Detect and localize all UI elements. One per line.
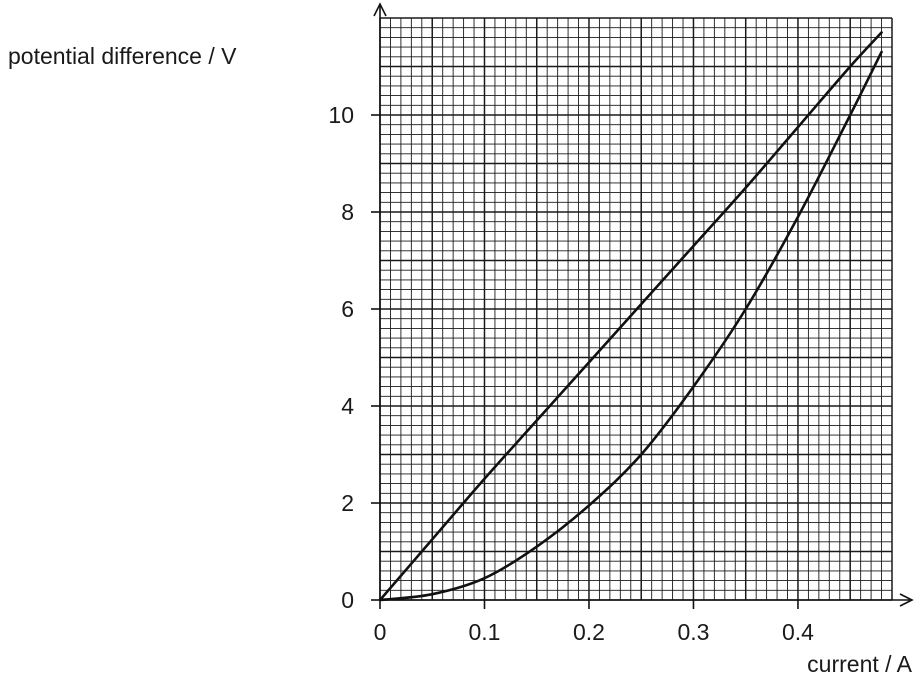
series-lines bbox=[378, 31, 883, 602]
axes bbox=[371, 2, 914, 609]
series-line-straight bbox=[378, 31, 883, 602]
series-line-curved bbox=[378, 50, 883, 602]
x-axis-title: current / A bbox=[807, 651, 912, 677]
y-tick-label: 0 bbox=[341, 587, 354, 613]
grid bbox=[379, 17, 893, 601]
x-tick-label: 0.4 bbox=[782, 619, 814, 645]
y-axis-title: potential difference / V bbox=[8, 43, 237, 69]
x-tick-label: 0 bbox=[374, 619, 387, 645]
y-tick-label: 10 bbox=[328, 102, 354, 128]
x-tick-label: 0.3 bbox=[677, 619, 709, 645]
x-axis-arrow bbox=[899, 593, 914, 607]
y-tick-label: 8 bbox=[341, 199, 354, 225]
tick-labels: 0 2 4 6 8 10 0 0.1 0.2 0.3 0.4 bbox=[328, 102, 814, 645]
y-tick-label: 4 bbox=[341, 393, 354, 419]
y-tick-label: 6 bbox=[341, 296, 354, 322]
y-axis-arrow bbox=[373, 2, 387, 17]
y-tick-label: 2 bbox=[341, 490, 354, 516]
x-tick-label: 0.2 bbox=[573, 619, 605, 645]
x-tick-label: 0.1 bbox=[468, 619, 500, 645]
